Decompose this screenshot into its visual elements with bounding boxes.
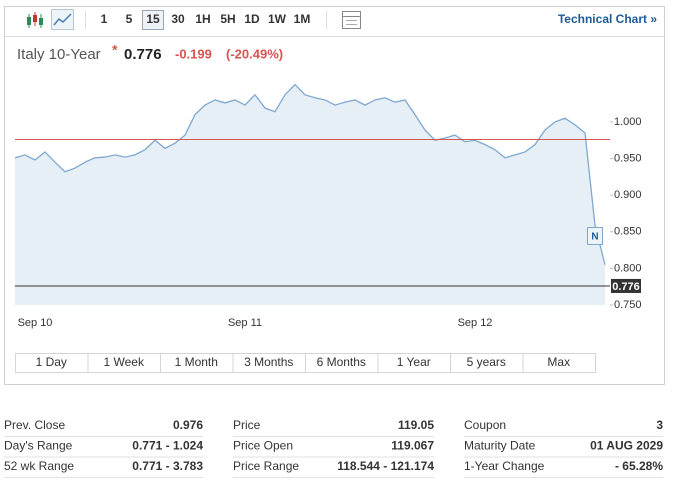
range-label[interactable]: 1 Week	[104, 355, 145, 369]
stat-label: Price Open	[233, 439, 293, 453]
current-value-tag	[611, 278, 641, 293]
settings-icon[interactable]	[342, 11, 361, 29]
range-label[interactable]: 5 years	[467, 355, 506, 369]
stat-value: 0.771 - 3.783	[132, 459, 203, 473]
y-tick-label: 0.800	[614, 262, 642, 274]
interval-button[interactable]: 5H	[220, 12, 235, 26]
interval-button[interactable]: 1W	[268, 12, 287, 26]
y-tick-label: 1.000	[614, 116, 642, 128]
current-value-label: 0.776	[612, 281, 640, 293]
range-label[interactable]: 6 Months	[317, 355, 366, 369]
y-tick-label: 0.750	[614, 299, 642, 311]
x-tick-label: Sep 11	[228, 317, 262, 329]
interval-active	[142, 10, 164, 30]
stat-label: Maturity Date	[464, 439, 536, 453]
last-price: 0.776	[124, 46, 162, 63]
stat-value: 3	[656, 418, 663, 432]
range-button[interactable]	[522, 353, 596, 373]
stat-label: Price	[233, 418, 261, 432]
stat-label: Day's Range	[4, 439, 73, 453]
stat-value: 01 AUG 2029	[590, 439, 663, 453]
stat-value: 118.544 - 121.174	[337, 459, 434, 473]
stat-label: Prev. Close	[4, 418, 65, 432]
stat-value: 119.067	[391, 439, 434, 453]
news-marker: N	[591, 232, 598, 243]
range-label[interactable]: Max	[547, 355, 570, 369]
stat-label: 52 wk Range	[4, 459, 74, 473]
interval-button[interactable]: 1M	[294, 12, 311, 26]
plot: Investing.com0.7760.7500.8000.8500.9000.…	[14, 78, 642, 329]
x-tick-label: Sep 10	[18, 317, 53, 329]
x-tick-label: Sep 12	[458, 317, 493, 329]
news-marker-box[interactable]	[587, 227, 603, 245]
stat-label: Coupon	[464, 418, 506, 432]
y-tick-label: 0.950	[614, 152, 642, 164]
interval-button[interactable]: 1D	[244, 12, 260, 26]
range-label[interactable]: 3 Months	[244, 355, 293, 369]
range-label[interactable]: 1 Day	[36, 355, 67, 369]
stat-value: - 65.28%	[615, 459, 663, 473]
interval-button[interactable]: 15	[146, 12, 160, 26]
y-tick-label: 0.850	[614, 226, 642, 238]
line-icon[interactable]	[51, 9, 74, 30]
stat-label: Price Range	[233, 459, 299, 473]
interval-button[interactable]: 5	[126, 12, 133, 26]
percent-change: (-20.49%)	[226, 46, 283, 61]
range-label[interactable]: 1 Month	[175, 355, 218, 369]
stat-label: 1-Year Change	[464, 459, 545, 473]
technical-chart-link[interactable]: Technical Chart »	[558, 12, 657, 26]
range-buttons: 1 Day 1 Week 1 Month 3 Months 6 Months 1 Year…	[15, 353, 596, 373]
interval-button[interactable]: 1H	[195, 12, 210, 26]
candle-icon[interactable]	[27, 12, 43, 28]
interval-button[interactable]: 1	[101, 12, 108, 26]
stats-table: Prev. Close 0.976 Day's Range 0.771 - 1.024…	[4, 418, 663, 478]
stat-value: 0.771 - 1.024	[132, 439, 203, 453]
stat-value: 119.05	[398, 418, 434, 432]
range-label[interactable]: 1 Year	[397, 355, 431, 369]
line	[14, 83, 606, 265]
interval-button[interactable]: 30	[171, 12, 185, 26]
delay-marker: *	[112, 42, 118, 58]
stat-value: 0.976	[173, 418, 203, 432]
instrument-name: Italy 10-Year	[17, 46, 101, 63]
y-tick-label: 0.900	[614, 189, 642, 201]
price-change: -0.199	[175, 46, 212, 61]
